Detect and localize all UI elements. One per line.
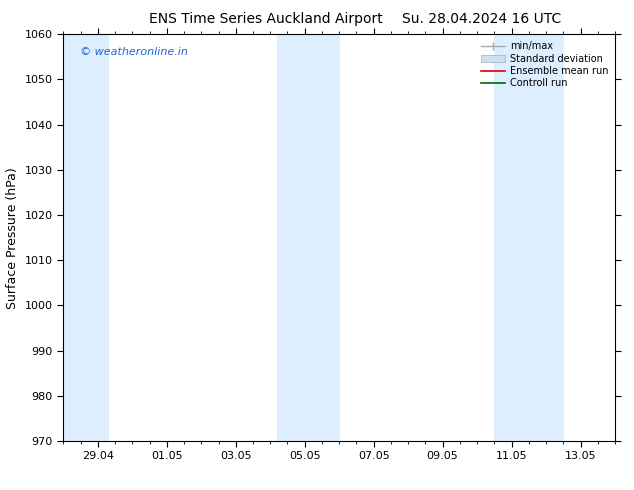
Bar [495,34,563,441]
Text: © weatheronline.in: © weatheronline.in [80,47,188,56]
Bar [63,34,108,441]
Text: ENS Time Series Auckland Airport: ENS Time Series Auckland Airport [150,12,383,26]
Legend: min/max, Standard deviation, Ensemble mean run, Controll run: min/max, Standard deviation, Ensemble me… [479,39,610,90]
Y-axis label: Surface Pressure (hPa): Surface Pressure (hPa) [6,167,19,309]
Bar [277,34,339,441]
Text: Su. 28.04.2024 16 UTC: Su. 28.04.2024 16 UTC [402,12,562,26]
